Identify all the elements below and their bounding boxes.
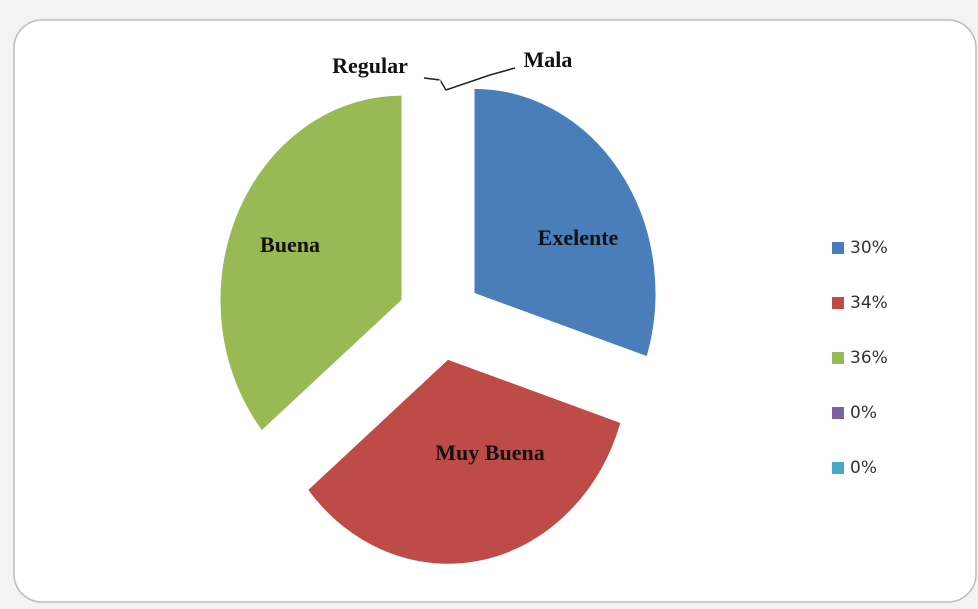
slice-label: Exelente — [538, 225, 619, 250]
slice-label: Buena — [260, 232, 320, 257]
legend-swatch — [832, 297, 844, 309]
slice-label: Muy Buena — [435, 440, 544, 465]
legend-swatch — [832, 352, 844, 364]
legend-label: 0% — [850, 458, 877, 478]
pie-slice — [473, 87, 657, 358]
legend-swatch — [832, 407, 844, 419]
pie — [219, 71, 657, 565]
slice-label: Mala — [524, 47, 573, 72]
pie-slice — [219, 94, 403, 432]
leader-line — [423, 67, 516, 91]
slice-labels: Exelente Muy Buena Buena Regular Mala — [260, 47, 619, 465]
slice-label: Regular — [332, 53, 408, 78]
legend: 30% 34% 36% 0% 0% — [832, 238, 888, 478]
legend-label: 0% — [850, 403, 877, 423]
chart-frame — [13, 19, 977, 603]
legend-label: 34% — [850, 293, 888, 313]
legend-swatch — [832, 462, 844, 474]
legend-label: 30% — [850, 238, 888, 258]
pie-slice — [306, 358, 622, 565]
legend-label: 36% — [850, 348, 888, 368]
legend-swatch — [832, 242, 844, 254]
